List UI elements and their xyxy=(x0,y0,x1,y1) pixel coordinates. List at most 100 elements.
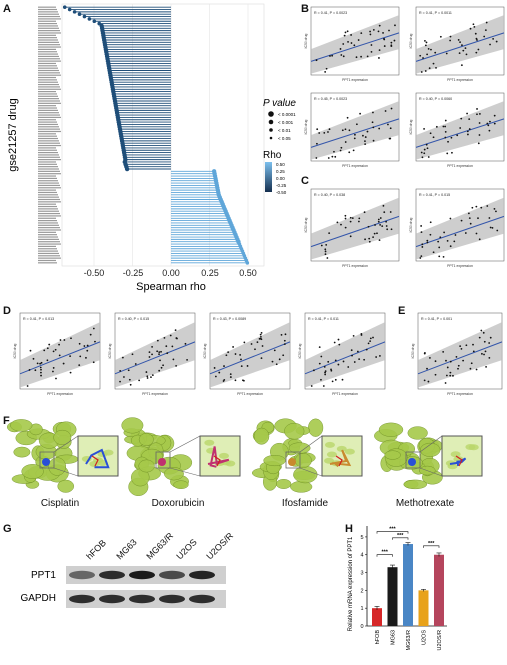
scatter-point xyxy=(359,112,362,115)
scatter-point xyxy=(435,66,437,69)
scatter-point xyxy=(349,235,352,238)
a-drug-label xyxy=(38,67,58,69)
scatter-point xyxy=(339,149,342,152)
panel-label-a: A xyxy=(3,3,11,15)
protein-helix xyxy=(48,457,67,476)
scatter-point xyxy=(330,368,332,371)
scatter-point xyxy=(464,232,467,234)
scatter-b2: R = 0.41, P = 0.0011 PPT1 expression IC50 … xyxy=(409,6,505,82)
a-drug-label xyxy=(38,86,60,88)
scatter-point xyxy=(218,371,221,374)
ligand-bond xyxy=(335,455,343,467)
scatter-point xyxy=(378,239,381,241)
ligand-site xyxy=(408,458,416,466)
scatter-point xyxy=(379,355,381,357)
scatter-point xyxy=(94,340,96,343)
protein-helix xyxy=(420,442,441,457)
scatter-stat-text: R = 0.41, P = 0.001 xyxy=(421,317,452,321)
scatter-point xyxy=(491,226,494,229)
scatter-point xyxy=(390,228,393,231)
a-drug-label xyxy=(38,88,61,90)
scatter-point xyxy=(474,32,477,35)
a-drug-label xyxy=(38,212,60,215)
scatter-point xyxy=(468,128,471,130)
scatter-point xyxy=(324,248,327,251)
ligand-site xyxy=(158,458,166,466)
a-xtick-5: 0.50 xyxy=(239,268,257,278)
zoom-helix xyxy=(89,460,100,467)
scatter-point xyxy=(169,334,172,337)
scatter-point xyxy=(372,28,375,31)
a-drug-label xyxy=(38,241,60,243)
panel-g-western-blot: hFOB MG63 MG63/R U2OS U2OS/R PPT1 GAPDH xyxy=(20,530,235,608)
scatter-point xyxy=(475,37,478,40)
scatter-point xyxy=(449,360,452,363)
scatter-point xyxy=(464,47,467,49)
scatter-point xyxy=(383,211,386,214)
scatter-point xyxy=(331,54,334,57)
scatter-point xyxy=(429,221,432,224)
scatter-point xyxy=(336,221,339,224)
a-drug-label xyxy=(38,248,57,250)
scatter-point xyxy=(365,348,368,351)
scatter-point xyxy=(150,376,152,379)
scatter-point xyxy=(427,156,430,158)
panel-f xyxy=(7,417,483,496)
scatter-d3: R = 0.43, P = 0.0089 PPT1 expression IC50 … xyxy=(203,312,291,396)
a-drug-label xyxy=(38,18,61,20)
scatter-d2: R = 0.40, P = 0.015 PPT1 expression IC50 d… xyxy=(108,312,196,396)
scatter-point xyxy=(459,41,461,44)
protein-helix xyxy=(293,465,318,484)
scatter-point xyxy=(449,245,452,248)
scatter-point xyxy=(435,125,438,128)
scatter-point xyxy=(69,371,72,374)
scatter-point xyxy=(489,336,492,339)
a-drug-label xyxy=(38,194,58,196)
a-xtick-4: 0.25 xyxy=(201,268,219,278)
scatter-point xyxy=(331,155,334,158)
a-point xyxy=(245,261,250,265)
scatter-point xyxy=(420,225,423,227)
drug-name-cisplatin: Cisplatin xyxy=(41,498,79,509)
protein-helix xyxy=(378,422,404,437)
scatter-point xyxy=(488,342,491,344)
a-drug-label xyxy=(38,245,56,248)
ligand-stick xyxy=(449,457,467,467)
scatter-point xyxy=(341,129,344,132)
scatter-point xyxy=(134,363,137,365)
scatter-point xyxy=(423,128,425,130)
scatter-point xyxy=(360,55,362,58)
protein-helix xyxy=(10,419,33,432)
scatter-point xyxy=(372,336,374,339)
scatter-point xyxy=(347,40,349,43)
scatter-point xyxy=(487,124,490,127)
a-drug-label xyxy=(38,184,60,187)
scatter-point xyxy=(457,364,460,367)
scatter-point xyxy=(213,367,216,369)
scatter-point xyxy=(449,374,452,377)
lane-label-u2osr: U2OS/R xyxy=(204,530,235,561)
scatter-stat-text: R = 0.43, P = 0.0089 xyxy=(213,317,246,321)
a-drug-label xyxy=(38,159,61,161)
scatter-point xyxy=(439,236,442,239)
scatter-point xyxy=(426,147,429,150)
scatter-point xyxy=(385,220,388,223)
a-drug-label xyxy=(38,196,59,198)
h-sig-label: *** xyxy=(389,527,396,533)
scatter-point xyxy=(446,152,449,155)
a-point xyxy=(92,19,97,24)
zoom-helix xyxy=(344,448,355,455)
legend-rho-tick-2: 0.25 xyxy=(276,169,285,174)
scatter-point xyxy=(156,339,159,342)
protein-structure xyxy=(7,419,119,493)
a-drug-label xyxy=(38,128,60,130)
scatter-point xyxy=(486,122,489,125)
scatter-point xyxy=(36,362,39,365)
scatter-point xyxy=(447,140,449,143)
panel-a-grid xyxy=(93,4,249,266)
a-drug-label xyxy=(38,147,56,149)
scatter-b1: R = 0.41, P = 0.0023 PPT1 expression IC50 … xyxy=(304,6,400,82)
a-drug-label xyxy=(38,93,57,95)
a-xtick-3: 0.00 xyxy=(162,268,180,278)
lane-label-u2os: U2OS xyxy=(174,537,198,561)
